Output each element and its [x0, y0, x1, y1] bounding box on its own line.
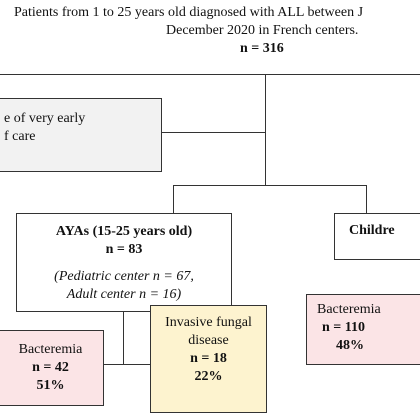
children-title: Childre: [349, 223, 395, 238]
ayas-bacteremia-pct: 51%: [36, 378, 65, 393]
ayas-fungal-label-1: Invasive fungal: [165, 315, 252, 330]
connector-exclusion-branch: [162, 132, 266, 134]
population-line-1: Patients from 1 to 25 years old diagnose…: [14, 5, 364, 20]
children-box: Childre: [334, 213, 420, 260]
ayas-title: AYAs (15-25 years old): [55, 224, 193, 239]
children-bacteremia-pct: 48%: [336, 338, 364, 353]
children-bacteremia-box: Bacteremia n = 110 48%: [306, 294, 420, 365]
ayas-subtext-2: Adult center n = 16): [66, 287, 182, 302]
ayas-bacteremia-box: Bacteremia n = 42 51%: [0, 330, 104, 406]
ayas-count: n = 83: [105, 242, 143, 257]
children-bacteremia-count: n = 110: [322, 320, 365, 335]
ayas-bacteremia-count: n = 42: [32, 360, 69, 375]
population-box: Patients from 1 to 25 years old diagnose…: [0, 0, 420, 75]
ayas-fungal-label-2: disease: [188, 333, 229, 348]
exclusion-line-2: f care: [4, 129, 36, 144]
ayas-box: AYAs (15-25 years old) n = 83 (Pediatric…: [16, 213, 232, 312]
population-count: n = 316: [240, 41, 284, 56]
connector-ayas-split: [104, 364, 150, 366]
connector-top-trunk: [265, 75, 267, 185]
ayas-fungal-box: Invasive fungal disease n = 18 22%: [150, 305, 267, 413]
ayas-fungal-count: n = 18: [190, 351, 227, 366]
connector-split-horizontal: [173, 185, 367, 187]
connector-children-drop: [366, 185, 368, 213]
exclusion-line-1: e of very early: [4, 111, 86, 126]
population-line-2: December 2020 in French centers.: [166, 23, 359, 38]
ayas-subtext-1: (Pediatric center n = 67,: [54, 269, 194, 284]
connector-ayas-stem: [123, 312, 125, 364]
children-bacteremia-label: Bacteremia: [317, 302, 381, 317]
connector-ayas-drop: [173, 185, 175, 213]
ayas-fungal-pct: 22%: [194, 369, 223, 384]
ayas-bacteremia-label: Bacteremia: [18, 342, 83, 357]
exclusion-box: e of very early f care: [0, 98, 162, 172]
